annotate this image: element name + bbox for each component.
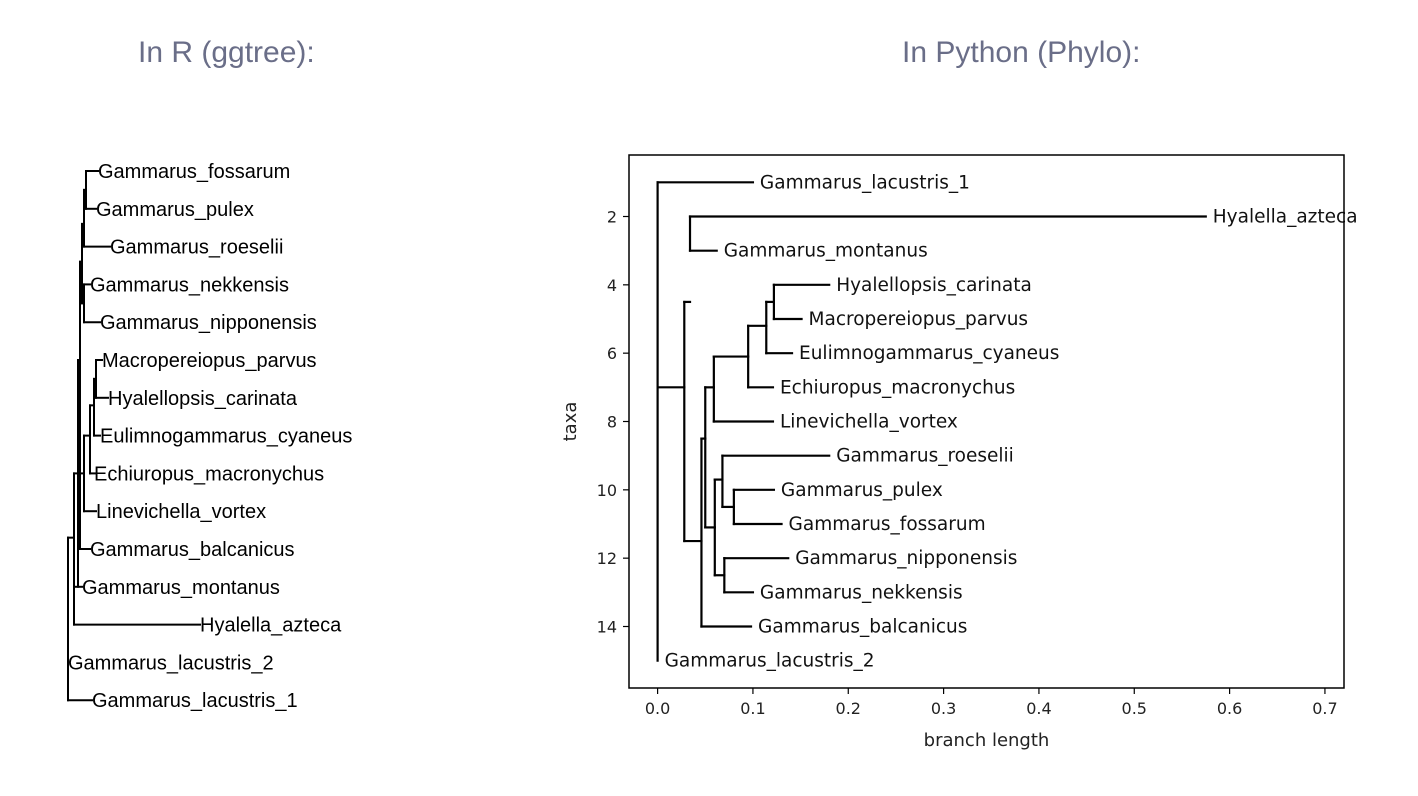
x-tick-label: 0.2 [836,699,861,718]
tip-label: Gammarus_roeselii [836,446,1014,467]
y-tick-label: 2 [607,208,617,227]
y-tick-label: 4 [607,276,617,295]
tip-label: Macropereiopus_parvus [809,309,1029,330]
y-tick-label: 6 [607,344,617,363]
x-tick-label: 0.1 [740,699,765,718]
x-tick-label: 0.6 [1217,699,1242,718]
tip-label: Linevichella_vortex [96,501,266,523]
tip-label: Hyalella_azteca [200,615,342,637]
tip-label: Gammarus_lacustris_1 [760,172,970,193]
tip-label: Echiuropus_macronychus [780,377,1015,398]
tip-label: Gammarus_nipponensis [795,548,1017,569]
tip-label: Hyalellopsis_carinata [108,388,298,410]
x-tick-label: 0.4 [1026,699,1051,718]
y-tick-label: 10 [597,481,617,500]
tip-label: Gammarus_montanus [724,241,928,262]
tip-label: Hyalellopsis_carinata [836,275,1032,296]
x-tick-label: 0.3 [931,699,956,718]
x-tick-label: 0.7 [1312,699,1337,718]
tip-label: Gammarus_nekkensis [760,582,963,603]
y-tick-label: 14 [597,618,617,637]
tip-label: Gammarus_fossarum [98,161,290,183]
tip-label: Gammarus_lacustris_1 [92,690,298,712]
tip-label: Linevichella_vortex [780,412,958,433]
x-axis-label: branch length [924,730,1050,751]
tip-label: Macropereiopus_parvus [102,350,317,372]
y-tick-label: 8 [607,413,617,432]
y-tick-label: 12 [597,549,617,568]
tip-label: Gammarus_lacustris_2 [68,652,274,674]
ggtree-panel-title: In R (ggtree): [138,36,315,69]
tip-label: Gammarus_pulex [781,480,943,501]
tip-label: Hyalella_azteca [1213,207,1358,228]
tip-label: Gammarus_fossarum [789,514,986,535]
tip-label: Gammarus_roeselii [110,237,283,259]
tip-label: Gammarus_nipponensis [100,312,317,334]
tip-label: Gammarus_montanus [82,577,280,599]
x-tick-label: 0.5 [1122,699,1147,718]
y-axis-label: taxa [560,402,581,442]
tip-label: Eulimnogammarus_cyaneus [799,343,1059,364]
tip-label: Gammarus_lacustris_2 [665,651,875,672]
tip-label: Gammarus_nekkensis [90,274,289,296]
tip-label: Echiuropus_macronychus [94,463,324,485]
phylo-branches [656,181,1207,662]
tip-label: Gammarus_balcanicus [90,539,295,561]
tip-label: Eulimnogammarus_cyaneus [100,426,352,448]
tip-label: Gammarus_balcanicus [758,617,967,638]
ggtree-branches [67,170,201,702]
x-tick-label: 0.0 [645,699,670,718]
tip-label: Gammarus_pulex [96,199,254,221]
phylo-panel-title: In Python (Phylo): [902,36,1141,69]
